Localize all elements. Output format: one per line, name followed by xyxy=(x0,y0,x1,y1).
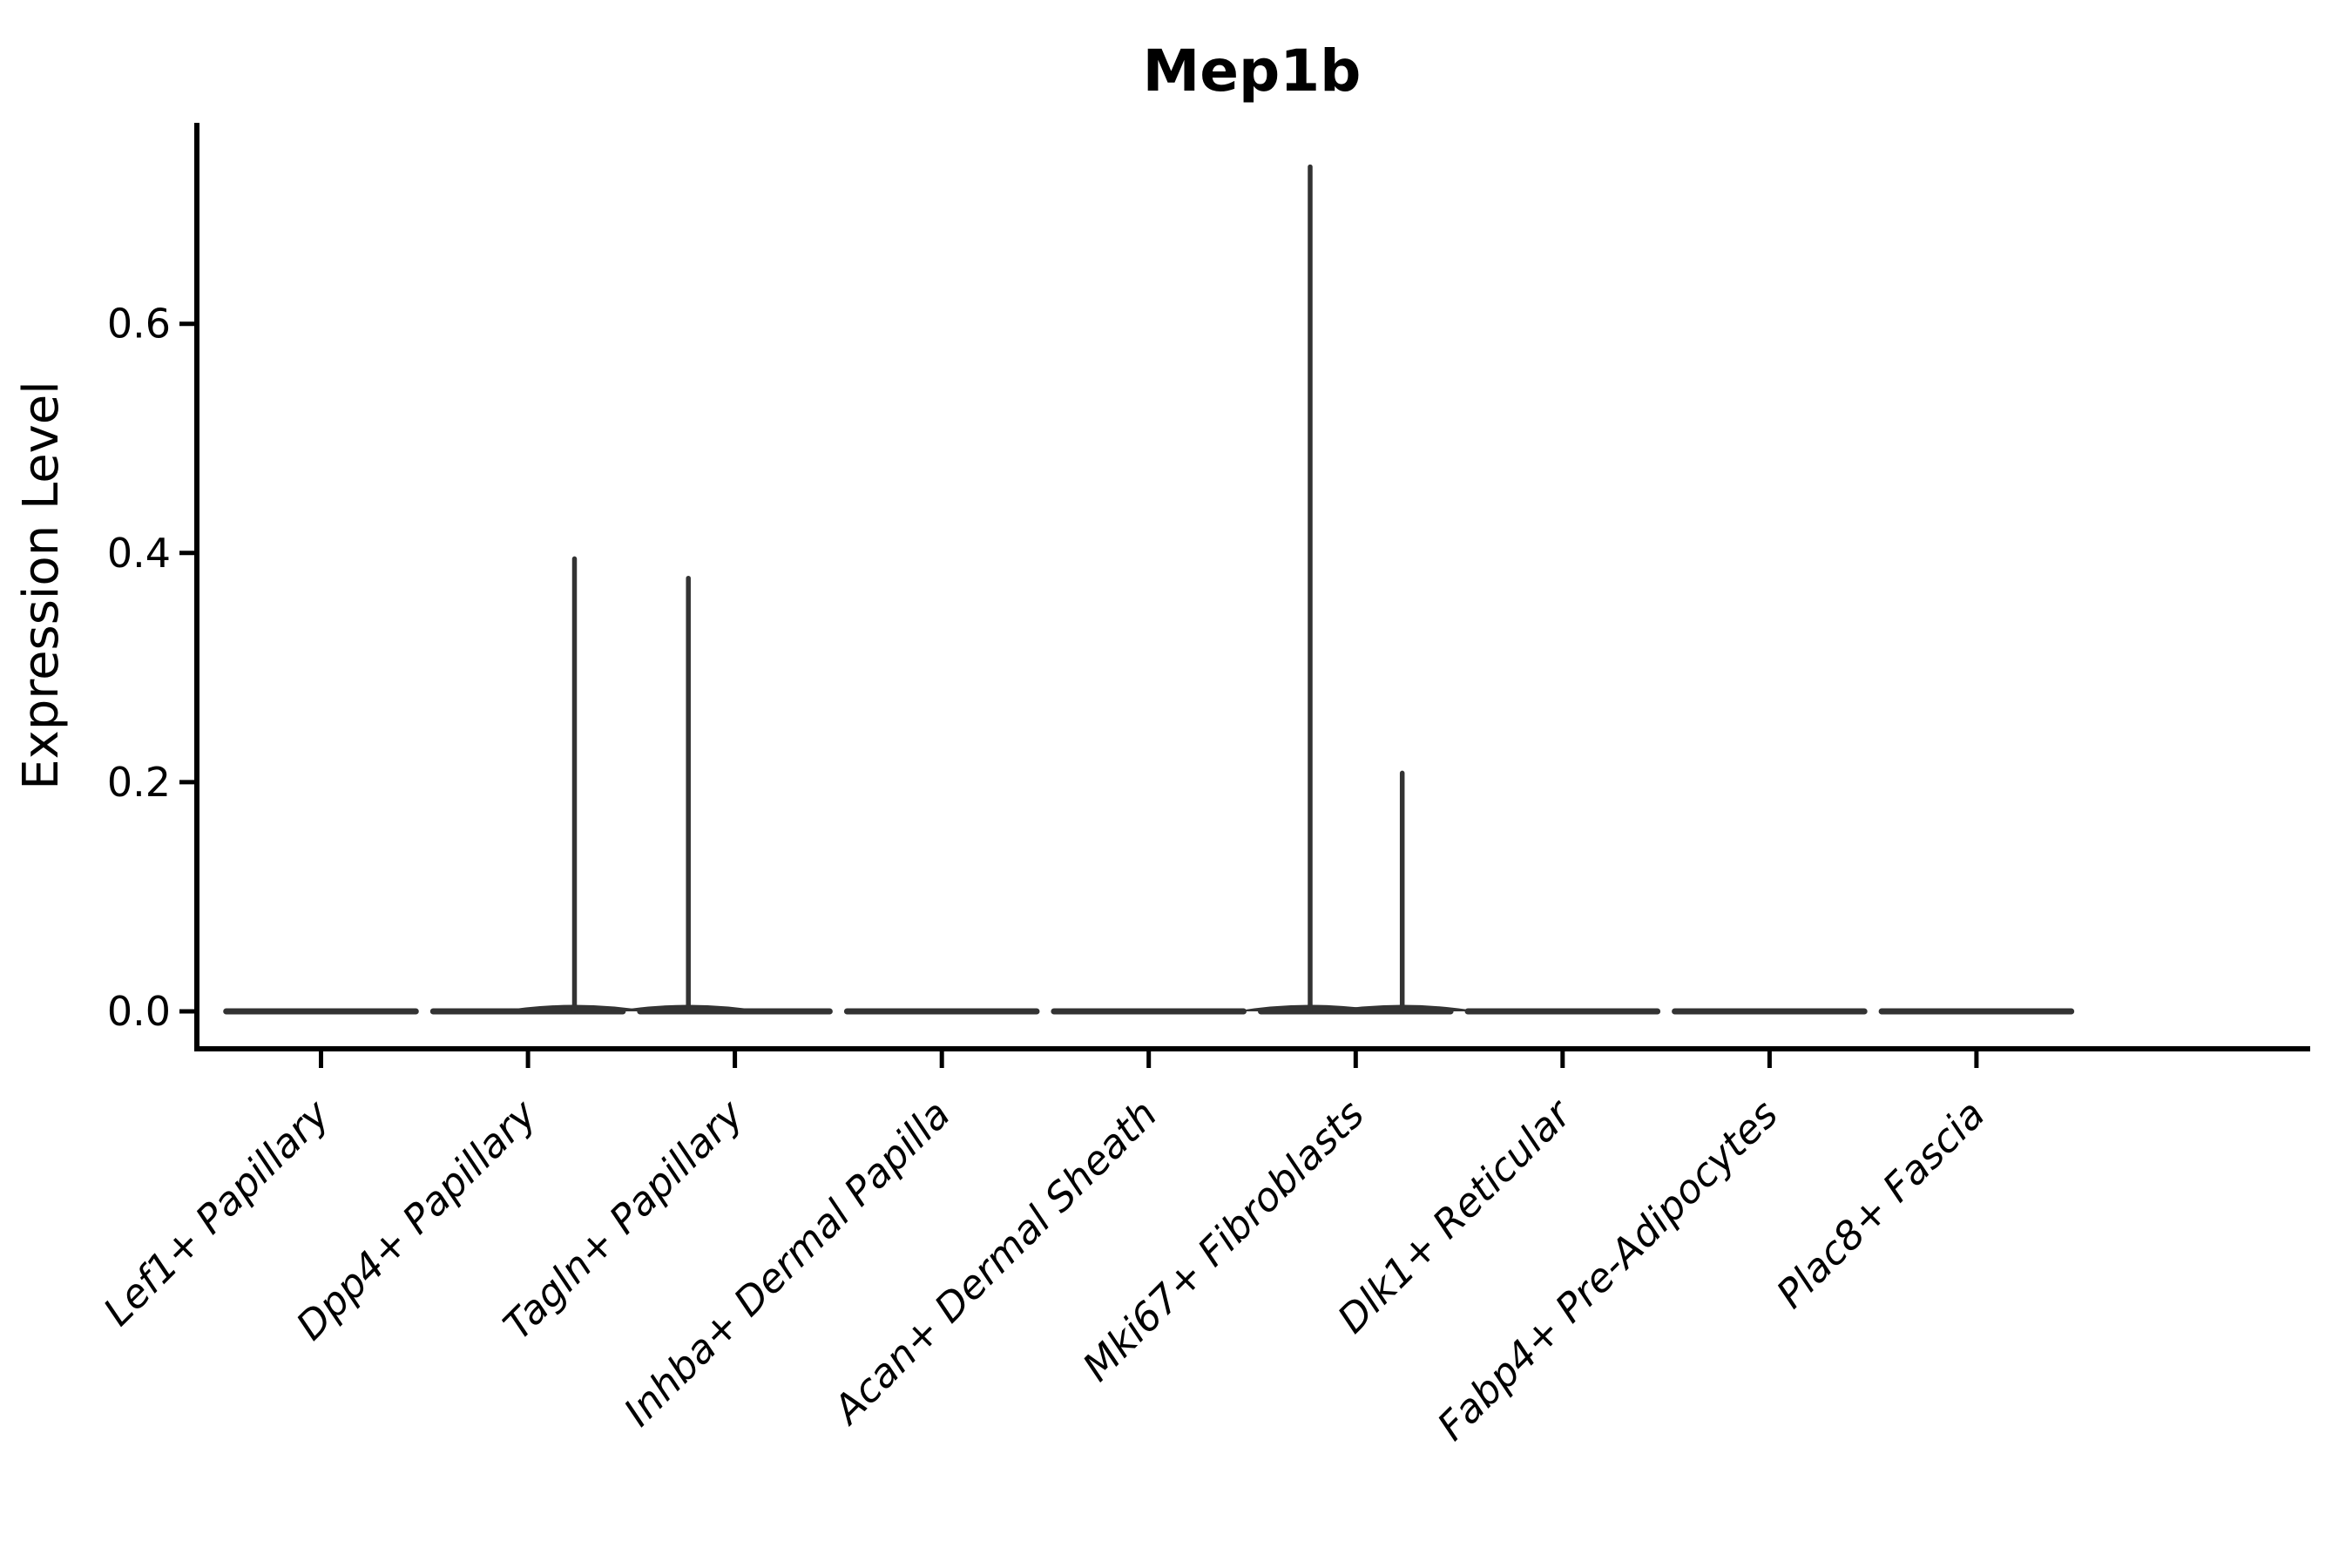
x-tick-label: Inhba+ Dermal Papilla xyxy=(615,1091,959,1435)
violins-layer xyxy=(223,164,2075,1015)
y-tick-label: 0.0 xyxy=(107,988,171,1035)
axes-layer xyxy=(179,123,2310,1068)
y-tick-labels: 0.0 0.2 0.4 0.6 xyxy=(107,301,171,1035)
axis-spines xyxy=(194,123,2310,1051)
y-tick-label: 0.4 xyxy=(107,530,171,577)
x-tick-label: Lef1+ Papillary xyxy=(94,1090,339,1335)
y-axis-label: Expression Level xyxy=(13,381,70,790)
y-tick-label: 0.2 xyxy=(107,759,171,806)
chart-title: Mep1b xyxy=(1143,37,1362,105)
x-tick-label: Plac8+ Fascia xyxy=(1767,1091,1994,1317)
y-tick-label: 0.6 xyxy=(107,301,171,348)
x-tick-label: Fabp4+ Pre-Adipocytes xyxy=(1429,1091,1787,1449)
